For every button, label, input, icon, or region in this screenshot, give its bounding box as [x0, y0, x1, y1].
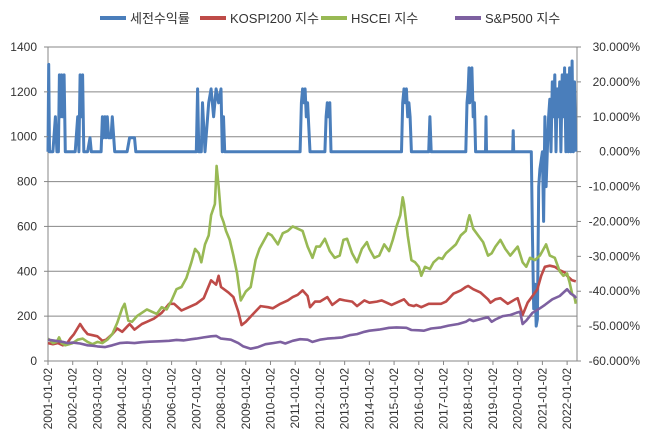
y-right-tick-label: 0.000% [599, 145, 640, 159]
legend-item: S&P500 지수 [455, 11, 560, 26]
x-tick-label: 2014-01-02 [362, 368, 376, 430]
x-tick-label: 2006-01-02 [165, 368, 179, 430]
y-left-tick-label: 600 [17, 219, 37, 233]
x-tick-label: 2020-01-02 [511, 368, 525, 430]
series-line-1 [47, 264, 577, 347]
y-axis-right: 30.000% 20.000% 10.000% 0.000% -10.000% -20.0… [577, 40, 640, 368]
legend-label: KOSPI200 지수 [230, 11, 319, 26]
x-tick-label: 2005-01-02 [140, 368, 154, 430]
x-tick-label: 2010-01-02 [263, 368, 277, 430]
y-right-tick-label: -20.000% [589, 214, 641, 228]
legend-item: 세전수익률 [100, 11, 190, 26]
y-right-tick-label: -30.000% [589, 249, 641, 263]
x-tick-label: 2022-01-02 [560, 368, 574, 430]
y-left-tick-label: 0 [30, 354, 37, 368]
series-line-3 [47, 287, 577, 351]
x-tick-label: 2007-01-02 [189, 368, 203, 430]
y-left-tick-label: 1000 [10, 130, 37, 144]
x-tick-label: 2001-01-02 [41, 368, 55, 430]
y-axis-left: 0 200 400 600 800 1000 1200 1400 [10, 40, 48, 368]
y-right-tick-label: 10.000% [593, 110, 641, 124]
y-left-tick-label: 800 [17, 175, 37, 189]
y-left-tick-label: 200 [17, 309, 37, 323]
y-right-tick-label: -10.000% [589, 180, 641, 194]
x-tick-label: 2021-01-02 [535, 368, 549, 430]
y-left-tick-label: 1200 [10, 85, 37, 99]
legend-item: KOSPI200 지수 [200, 11, 319, 26]
x-tick-label: 2016-01-02 [412, 368, 426, 430]
y-right-tick-label: -50.000% [589, 319, 641, 333]
legend-label: HSCEI 지수 [351, 11, 418, 26]
x-tick-label: 2017-01-02 [437, 368, 451, 430]
x-tick-label: 2008-01-02 [214, 368, 228, 430]
y-right-tick-label: -60.000% [589, 354, 641, 368]
x-tick-label: 2013-01-02 [338, 368, 352, 430]
series-layer [46, 59, 578, 351]
y-right-tick-label: -40.000% [589, 284, 641, 298]
x-tick-label: 2004-01-02 [115, 368, 129, 430]
y-left-tick-label: 400 [17, 264, 37, 278]
x-tick-label: 2012-01-02 [313, 368, 327, 430]
x-tick-label: 2015-01-02 [387, 368, 401, 430]
x-tick-label: 2003-01-02 [90, 368, 104, 430]
y-right-tick-label: 30.000% [593, 40, 641, 54]
legend-item: HSCEI 지수 [321, 11, 418, 26]
x-tick-label: 2019-01-02 [486, 368, 500, 430]
legend: 세전수익률 KOSPI200 지수 HSCEI 지수 S&P500 지수 [100, 11, 560, 26]
legend-label: 세전수익률 [130, 11, 190, 26]
x-tick-label: 2018-01-02 [461, 368, 475, 430]
x-tick-label: 2002-01-02 [66, 368, 80, 430]
y-right-tick-label: 20.000% [593, 75, 641, 89]
legend-label: S&P500 지수 [485, 11, 560, 26]
x-tick-label: 2011-01-02 [288, 368, 302, 429]
x-tick-label: 2009-01-02 [239, 368, 253, 430]
x-axis: 2001-01-02 2002-01-02 2003-01-02 2004-01-02… [41, 361, 574, 429]
series-line-2 [47, 164, 578, 347]
y-left-tick-label: 1400 [10, 40, 37, 54]
series-line-0 [46, 59, 578, 328]
